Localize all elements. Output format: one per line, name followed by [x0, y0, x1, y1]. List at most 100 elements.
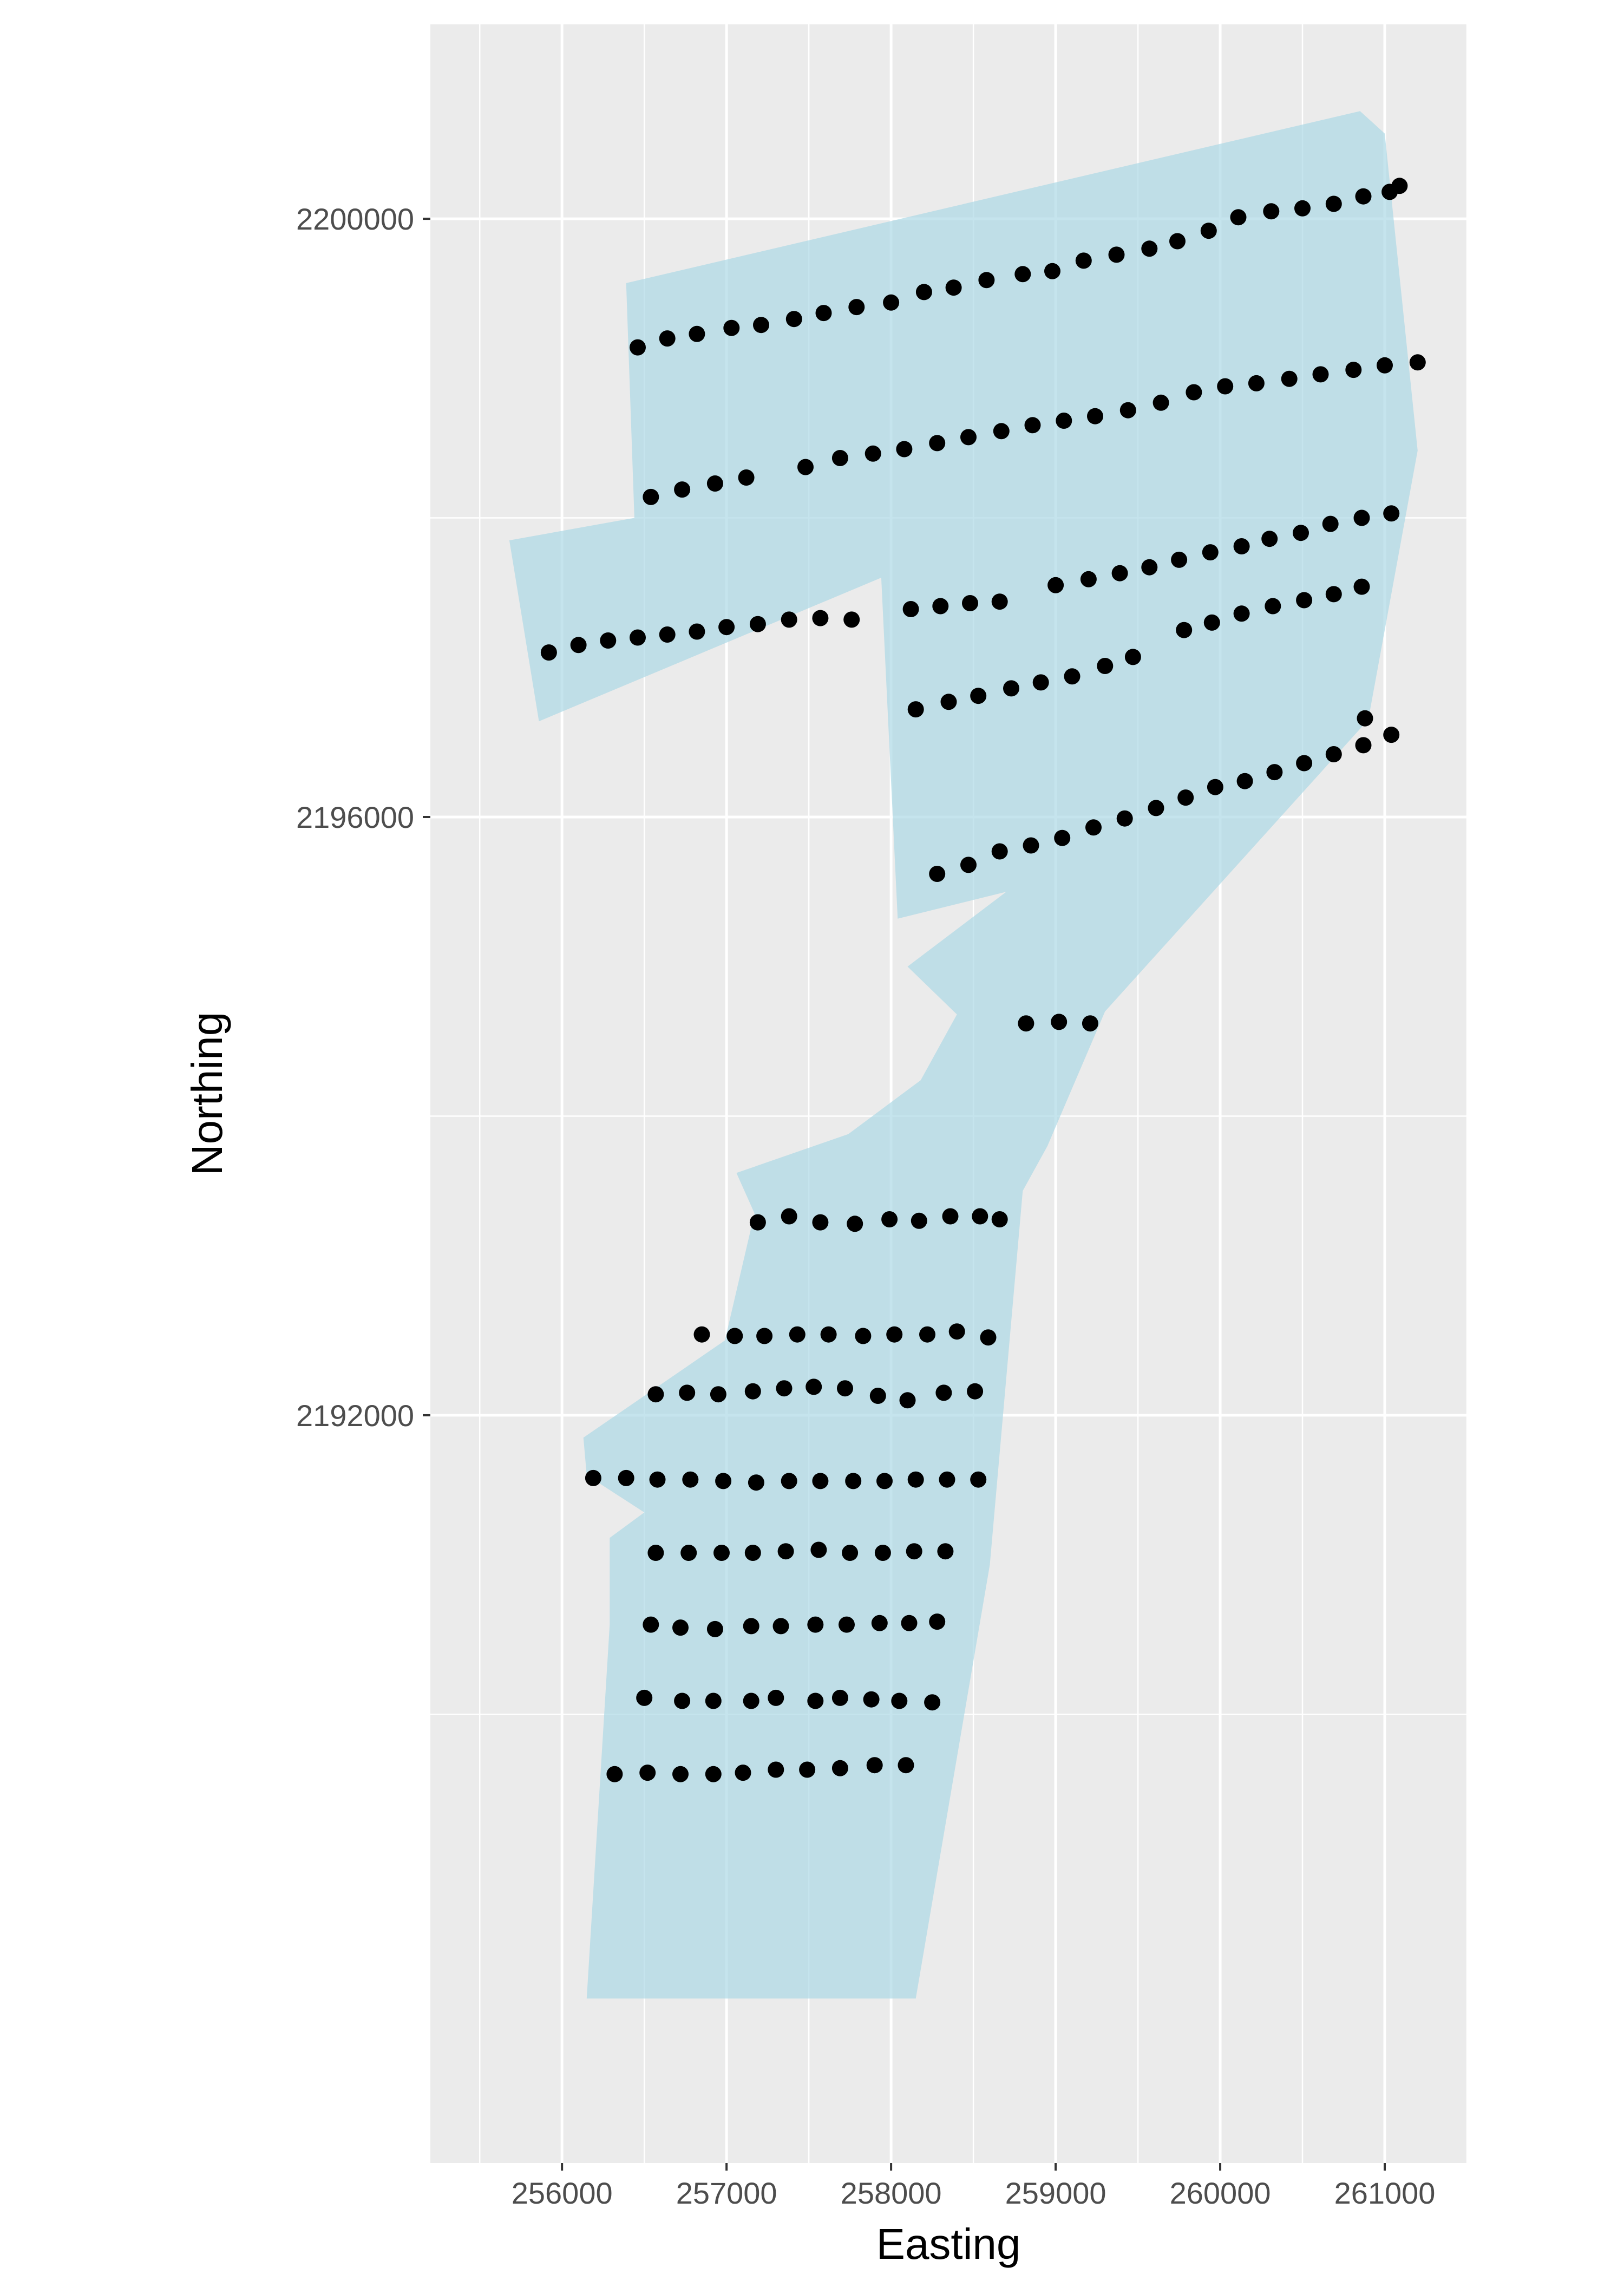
- data-point: [781, 1473, 797, 1489]
- data-point: [1119, 402, 1136, 419]
- data-point: [1325, 746, 1342, 762]
- data-point: [993, 423, 1010, 440]
- data-point: [937, 1543, 954, 1560]
- x-axis-title: Easting: [876, 2220, 1021, 2268]
- data-point: [1266, 764, 1283, 781]
- data-point: [606, 1766, 623, 1782]
- data-point: [768, 1761, 784, 1778]
- data-point: [1281, 370, 1298, 387]
- x-tick-label: 259000: [1005, 2176, 1106, 2210]
- data-point: [1230, 209, 1247, 226]
- data-point: [643, 1616, 659, 1633]
- data-point: [1176, 622, 1193, 638]
- survey-transect-14: [606, 1757, 914, 1782]
- data-point: [1203, 614, 1220, 631]
- data-point: [1075, 252, 1092, 269]
- data-point: [865, 445, 881, 462]
- data-point: [1357, 710, 1373, 727]
- y-tick-label: 2200000: [296, 202, 414, 236]
- data-point: [756, 1328, 773, 1344]
- data-point: [1265, 598, 1281, 615]
- survey-transect-3: [540, 505, 1400, 661]
- y-axis-title: Northing: [183, 1012, 231, 1175]
- data-point: [749, 616, 766, 632]
- data-point: [1312, 366, 1329, 383]
- data-point: [886, 1326, 903, 1343]
- data-point: [1171, 551, 1188, 568]
- data-point: [1085, 819, 1102, 836]
- data-point: [924, 1694, 941, 1711]
- data-point: [1261, 531, 1278, 547]
- data-point: [1233, 605, 1250, 622]
- data-point: [1003, 680, 1019, 697]
- x-axis: 256000 257000 258000 259000 260000 261000: [512, 2163, 1436, 2210]
- y-tick-label: 2196000: [296, 800, 414, 834]
- x-tick-label: 261000: [1334, 2176, 1436, 2210]
- data-point: [738, 469, 755, 486]
- data-point: [743, 1618, 759, 1635]
- data-point: [682, 1471, 699, 1488]
- data-point: [1296, 592, 1313, 609]
- y-axis: 2192000 2196000 2200000: [296, 202, 430, 1433]
- data-point: [855, 1328, 872, 1344]
- data-point: [540, 644, 557, 661]
- data-point: [647, 1545, 664, 1561]
- data-point: [1124, 649, 1141, 665]
- x-tick-label: 258000: [841, 2176, 942, 2210]
- data-point: [962, 595, 978, 611]
- data-point: [748, 1474, 764, 1491]
- data-point: [1080, 571, 1097, 587]
- data-point: [1141, 559, 1158, 576]
- data-point: [839, 1616, 855, 1633]
- data-point: [1353, 578, 1370, 595]
- data-point: [1064, 668, 1081, 685]
- data-point: [812, 610, 829, 626]
- data-point: [1111, 565, 1128, 581]
- data-point: [960, 429, 977, 446]
- data-point: [1294, 200, 1311, 217]
- data-point: [706, 1620, 723, 1637]
- data-point: [672, 1766, 689, 1782]
- data-point: [1082, 1015, 1098, 1032]
- data-point: [869, 1388, 886, 1404]
- data-point: [991, 593, 1008, 610]
- data-point: [647, 1386, 664, 1403]
- data-point: [807, 1693, 824, 1709]
- data-point: [585, 1469, 601, 1486]
- data-point: [693, 1326, 710, 1343]
- data-point: [812, 1473, 829, 1489]
- data-point: [812, 1214, 829, 1231]
- data-point: [1236, 773, 1253, 789]
- data-point: [991, 843, 1008, 860]
- survey-points: [540, 178, 1426, 1782]
- data-point: [1377, 357, 1393, 374]
- data-point: [679, 1384, 696, 1401]
- data-point: [899, 1392, 916, 1409]
- survey-transect-4: [907, 578, 1370, 718]
- data-point: [831, 1689, 848, 1706]
- data-point: [831, 1760, 848, 1776]
- data-point: [1325, 586, 1342, 603]
- data-point: [1325, 195, 1342, 212]
- data-point: [1202, 544, 1219, 561]
- data-point: [1391, 178, 1408, 194]
- data-point: [1177, 789, 1194, 806]
- data-point: [883, 294, 900, 311]
- data-point: [710, 1386, 726, 1403]
- data-point: [1087, 408, 1103, 424]
- data-point: [1044, 263, 1060, 279]
- data-point: [726, 1328, 743, 1344]
- data-point: [749, 1214, 766, 1231]
- data-point: [744, 1545, 761, 1561]
- data-point: [776, 1380, 793, 1397]
- data-point: [799, 1761, 816, 1778]
- data-point: [945, 279, 962, 296]
- data-point: [929, 866, 946, 882]
- data-point: [659, 330, 676, 347]
- x-tick-label: 260000: [1170, 2176, 1271, 2210]
- data-point: [831, 450, 848, 466]
- data-point: [847, 1216, 863, 1232]
- data-point: [1032, 674, 1049, 691]
- survey-transect-7: [749, 1208, 1008, 1232]
- data-point: [970, 688, 987, 704]
